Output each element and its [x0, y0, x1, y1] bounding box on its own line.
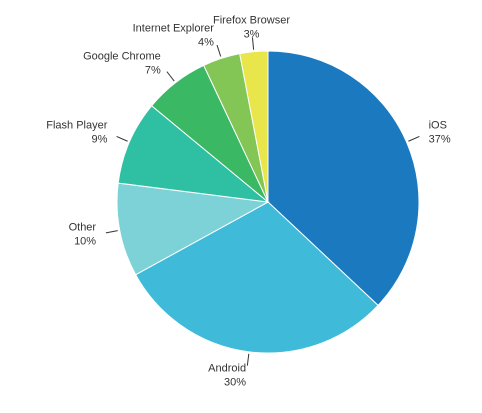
value-label: 30%	[224, 377, 246, 389]
leader-line	[116, 136, 128, 142]
pie-slice	[239, 50, 269, 203]
value-label: 10%	[74, 236, 96, 248]
pie-slice	[116, 182, 270, 276]
leader-line	[246, 353, 250, 366]
value-label: 3%	[244, 29, 260, 41]
pie-slice	[267, 50, 420, 307]
slice-label: Flash Player	[46, 119, 107, 131]
leader-line	[216, 44, 222, 57]
leader-line	[105, 230, 118, 234]
value-label: 37%	[429, 133, 451, 145]
slice-label: Android	[208, 363, 246, 375]
leader-line	[166, 71, 175, 82]
value-label: 7%	[145, 65, 161, 77]
value-label: 9%	[91, 133, 107, 145]
leader-line	[408, 136, 420, 142]
slice-label: Firefox Browser	[213, 15, 290, 27]
pie-slice	[117, 105, 270, 203]
slice-label: iOS	[429, 119, 447, 131]
pie-slice	[134, 201, 379, 354]
slice-label: Internet Explorer	[133, 22, 215, 34]
slice-label: Google Chrome	[83, 51, 161, 63]
slice-label: Other	[69, 222, 97, 234]
value-label: 4%	[198, 36, 214, 48]
leader-line	[251, 37, 255, 50]
